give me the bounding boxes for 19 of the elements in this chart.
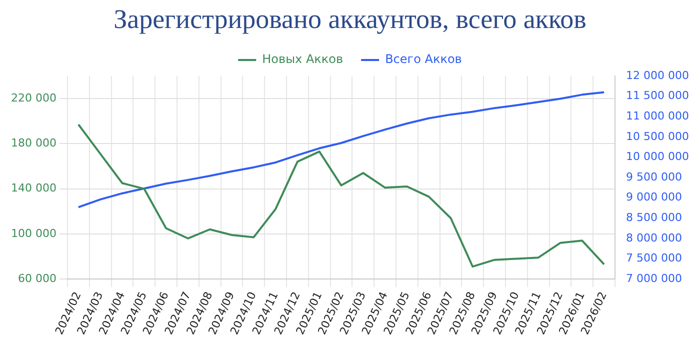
y2-tick-label: 9 000 000 xyxy=(626,190,682,204)
legend-label: Всего Акков xyxy=(385,52,462,66)
y-tick-label: 140 000 xyxy=(10,182,56,195)
y2-tick-label: 12 000 000 xyxy=(626,68,690,82)
y2-tick-label: 10 000 000 xyxy=(626,150,690,164)
y-tick-label: 180 000 xyxy=(10,136,56,150)
y2-tick-label: 8 500 000 xyxy=(626,210,682,224)
y-tick-label: 60 000 xyxy=(18,272,56,285)
y2-tick-label: 8 000 000 xyxy=(626,231,682,244)
chart-title: Зарегистрировано аккаунтов, всего акков xyxy=(112,3,588,36)
y2-tick-label: 11 000 000 xyxy=(626,109,690,122)
y2-tick-label: 11 500 000 xyxy=(626,89,690,102)
legend-label: Новых Акков xyxy=(262,52,344,66)
y-tick-label: 100 000 xyxy=(10,226,56,240)
y-tick-label: 220 000 xyxy=(10,91,56,104)
y2-tick-label: 7 500 000 xyxy=(626,252,682,265)
y2-tick-label: 9 500 000 xyxy=(626,170,682,184)
y2-tick-label: 10 500 000 xyxy=(626,130,690,143)
y2-tick-label: 7 000 000 xyxy=(626,272,682,285)
